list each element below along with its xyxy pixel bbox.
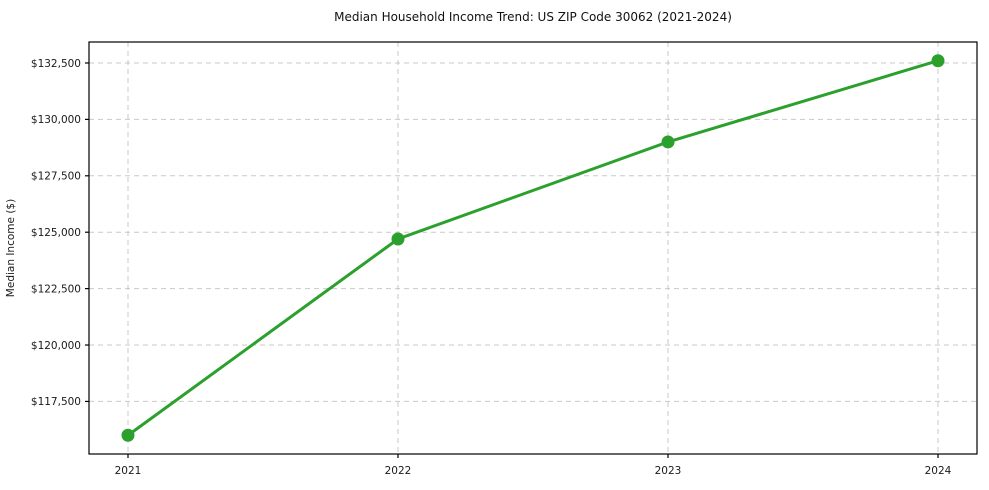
y-tick-label: $122,500 (31, 283, 81, 295)
chart-title: Median Household Income Trend: US ZIP Co… (334, 10, 732, 24)
y-tick-label: $130,000 (31, 114, 81, 126)
plot-area: $117,500 $120,000 $122,500 $125,000 $127,500… (31, 41, 978, 477)
x-tick-label: 2022 (385, 465, 412, 477)
y-axis-title: Median Income ($) (5, 199, 17, 297)
x-tick-label: 2024 (925, 465, 952, 477)
y-tick-label: $127,500 (31, 171, 81, 183)
plot-border (88, 41, 978, 455)
trend-line (126, 59, 940, 437)
x-tick-label: 2021 (115, 465, 142, 477)
x-tick-label: 2023 (655, 465, 682, 477)
data-point (661, 135, 675, 149)
data-point (391, 232, 405, 246)
y-tick-label: $117,500 (31, 396, 81, 408)
data-point (121, 428, 135, 442)
data-point (931, 54, 945, 68)
y-tick-label: $120,000 (31, 340, 81, 352)
y-tick-label: $125,000 (31, 227, 81, 239)
y-tick-label: $132,500 (31, 58, 81, 70)
